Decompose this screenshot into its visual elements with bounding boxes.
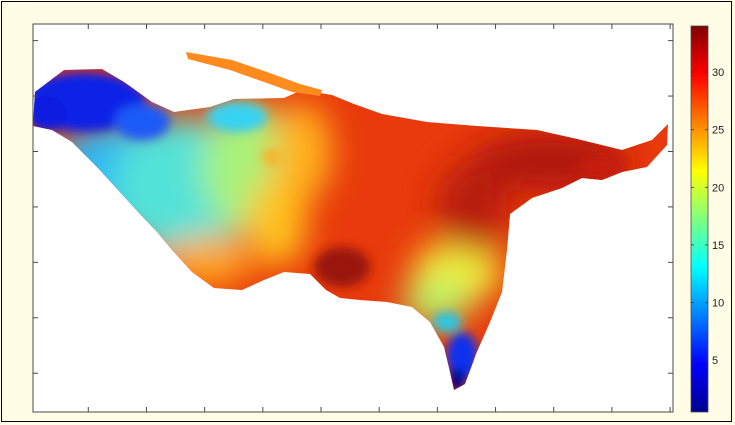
axes-box (32, 23, 674, 413)
colorbar (690, 25, 709, 413)
colorbar-tick-label: 5 (712, 355, 718, 367)
axis-ticks (33, 24, 673, 412)
colorbar-tick-label: 10 (712, 298, 724, 310)
colorbar-ticks: 5 10 15 20 25 30 (691, 67, 724, 367)
heat-field-strip (186, 52, 322, 96)
colorbar-tick-label: 20 (712, 182, 724, 194)
colorbar-tick-label: 25 (712, 125, 724, 137)
colorbar-tick-label: 30 (712, 67, 724, 79)
colorbar-tick-label: 15 (712, 240, 724, 252)
